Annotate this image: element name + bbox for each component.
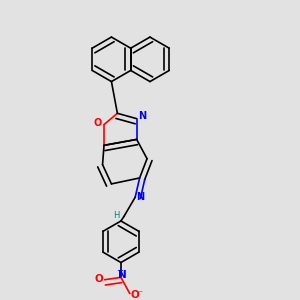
- Text: +: +: [116, 266, 123, 275]
- Text: N: N: [136, 192, 145, 202]
- Text: H: H: [113, 211, 120, 220]
- Text: N: N: [138, 111, 146, 121]
- Text: O: O: [131, 290, 140, 299]
- Text: ⁻: ⁻: [138, 290, 143, 299]
- Text: O: O: [93, 118, 102, 128]
- Text: O: O: [95, 274, 104, 284]
- Text: N: N: [118, 270, 127, 280]
